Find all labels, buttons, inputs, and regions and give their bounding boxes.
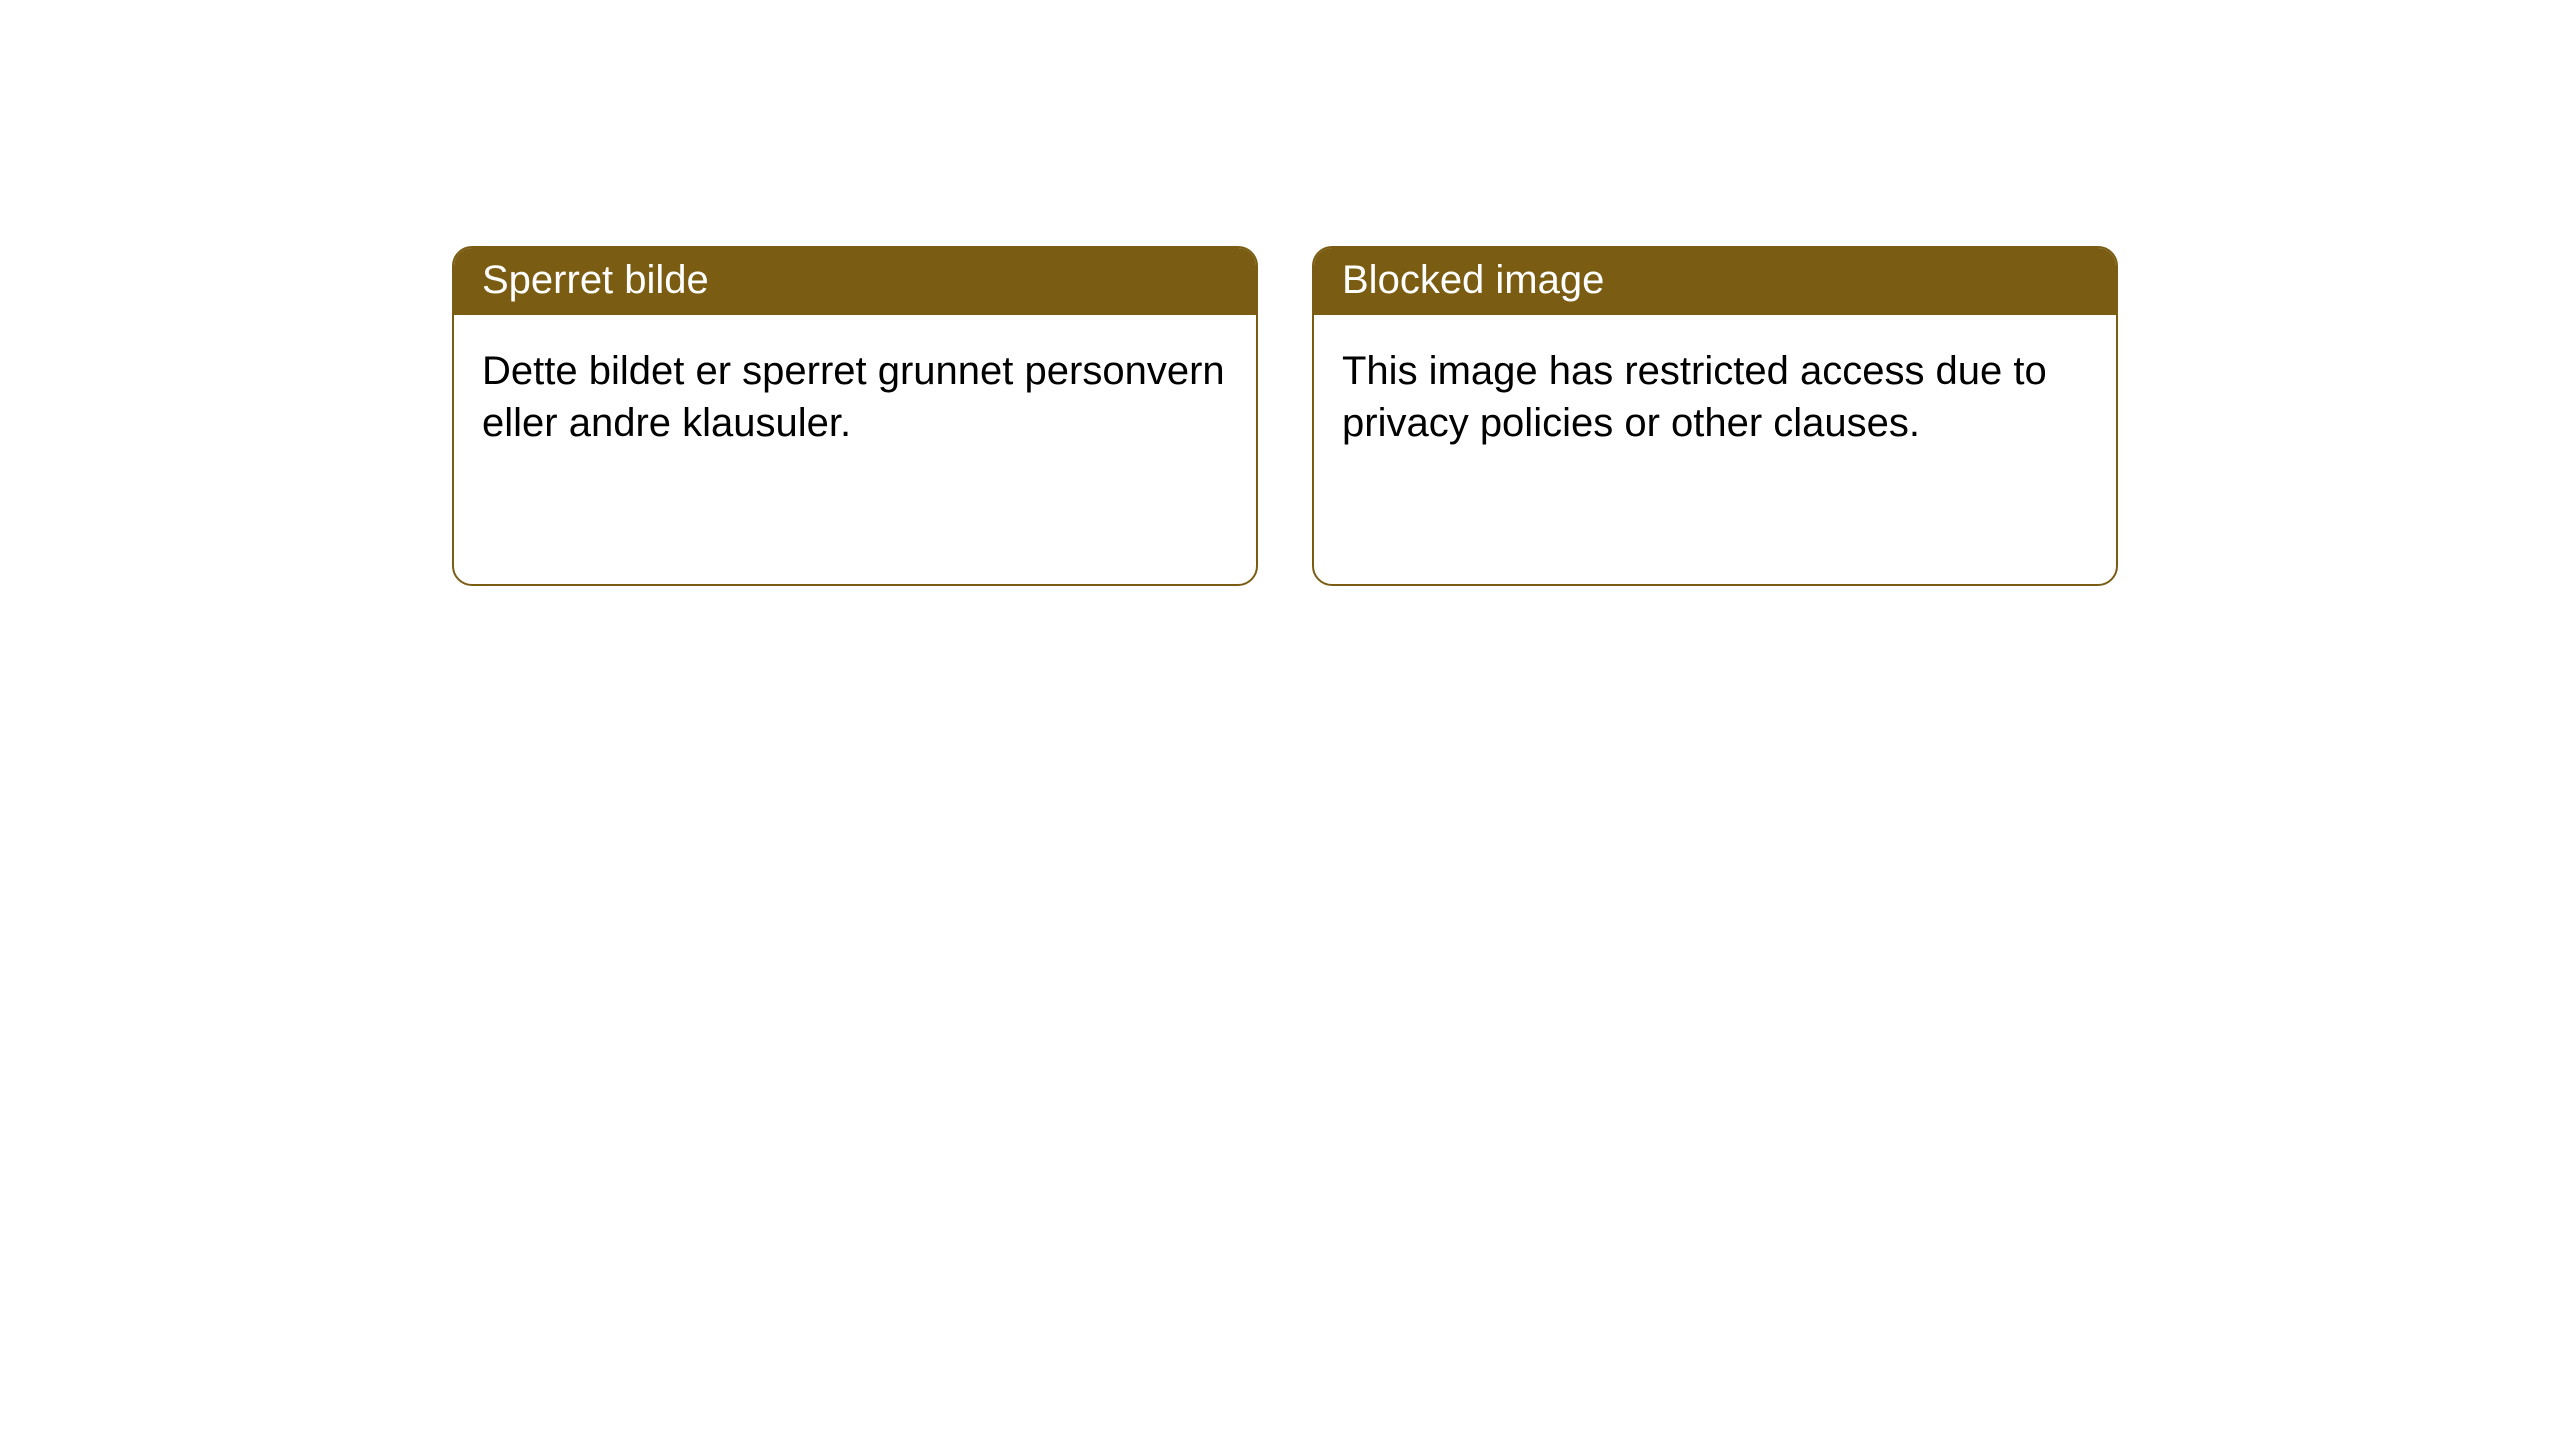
notice-body-text: Dette bildet er sperret grunnet personve… (454, 315, 1256, 584)
notice-card-norwegian: Sperret bilde Dette bildet er sperret gr… (452, 246, 1258, 586)
notice-title: Blocked image (1314, 248, 2116, 315)
notice-card-english: Blocked image This image has restricted … (1312, 246, 2118, 586)
notice-body-text: This image has restricted access due to … (1314, 315, 2116, 584)
notice-title: Sperret bilde (454, 248, 1256, 315)
notice-container: Sperret bilde Dette bildet er sperret gr… (452, 246, 2118, 586)
